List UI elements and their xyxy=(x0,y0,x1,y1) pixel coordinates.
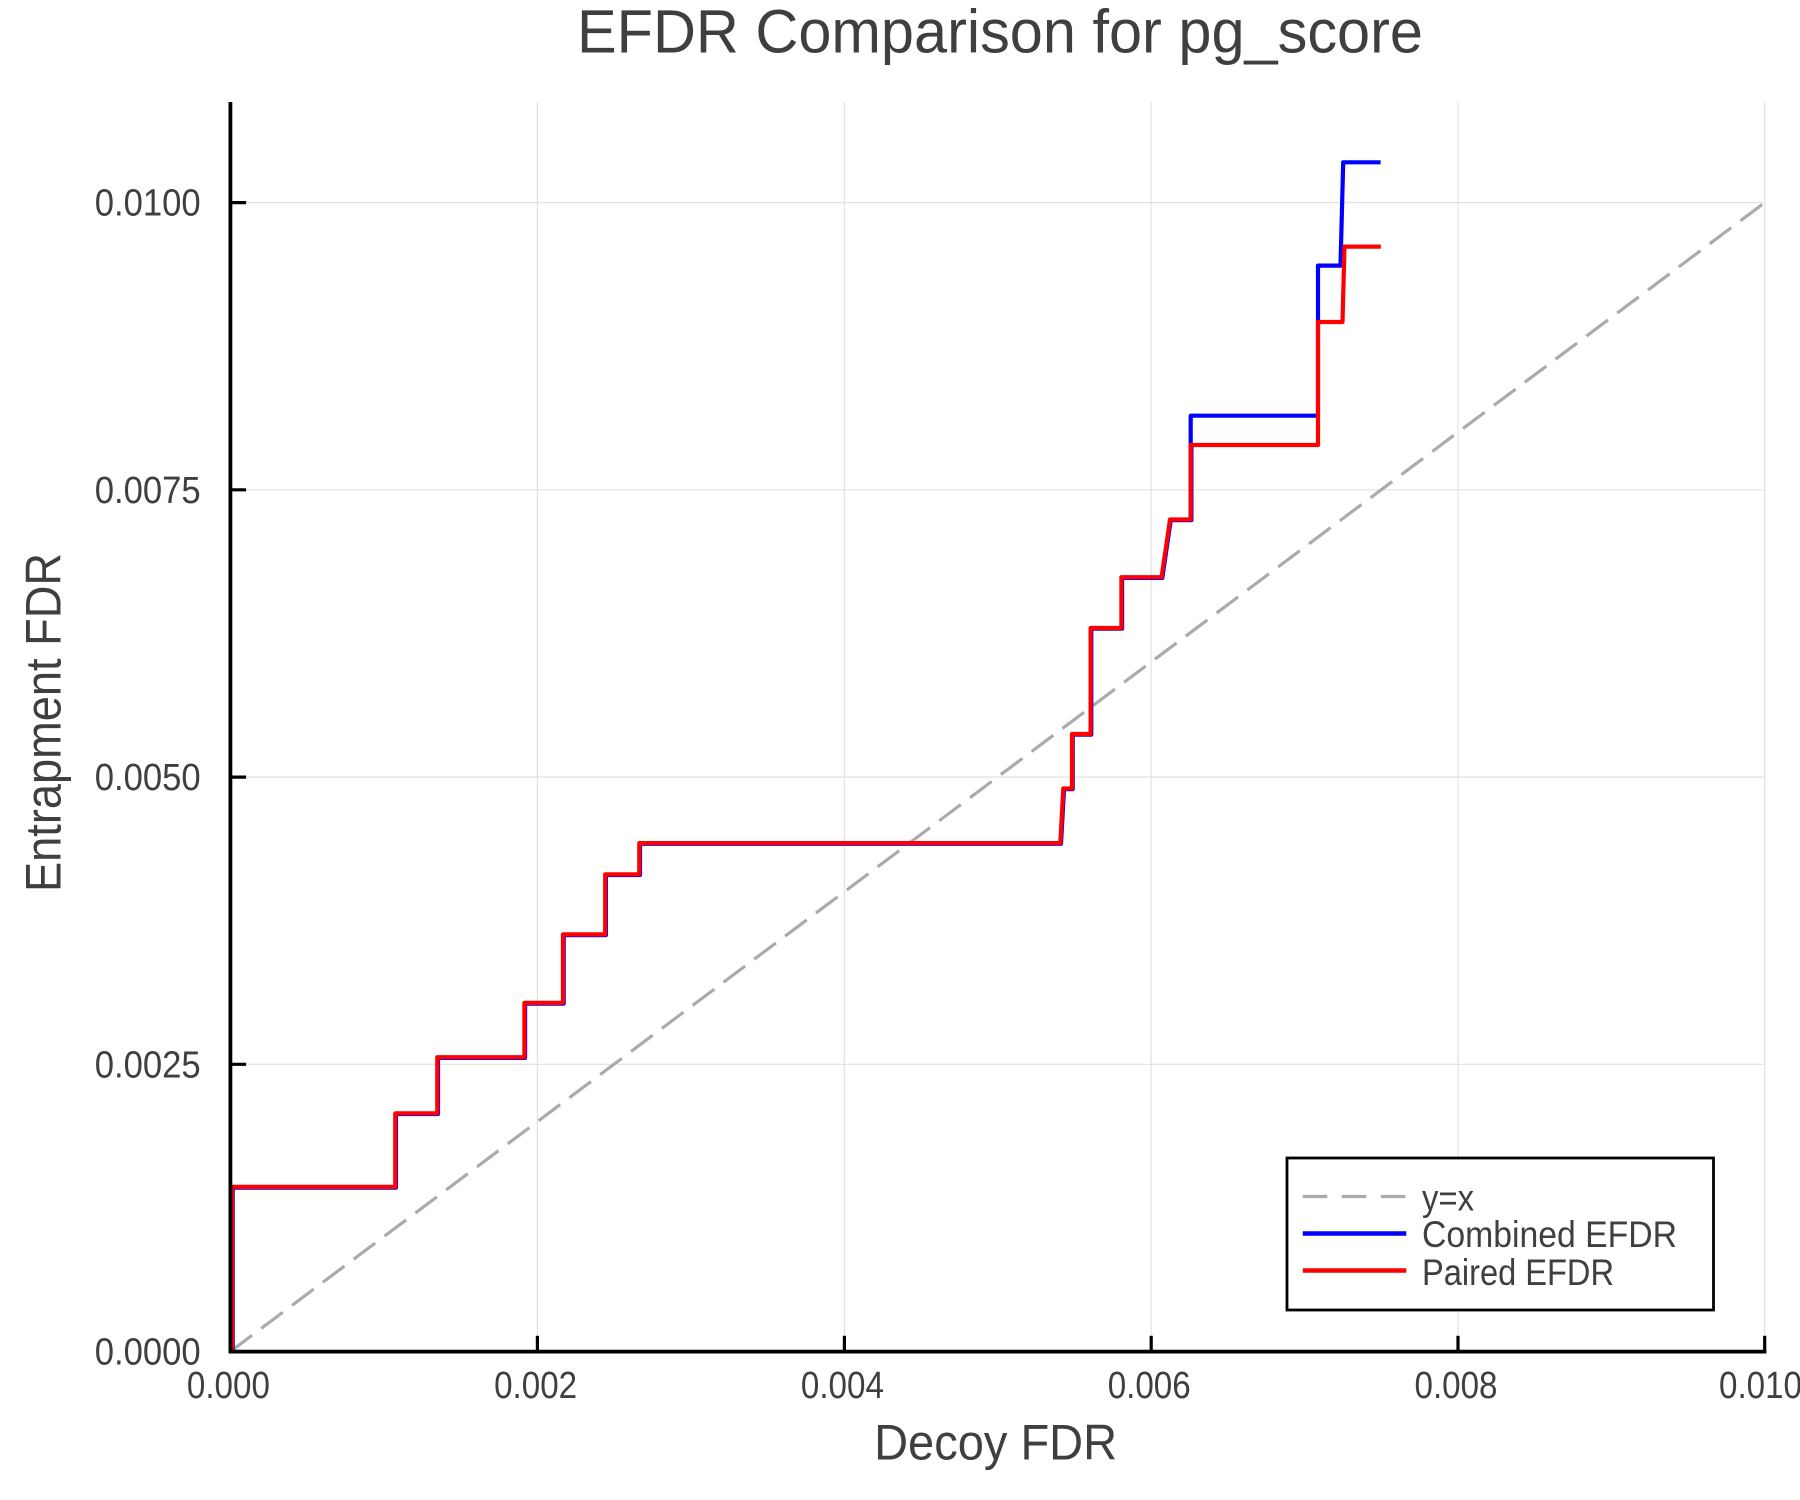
svg-text:Decoy FDR: Decoy FDR xyxy=(874,1415,1117,1471)
svg-text:0.010: 0.010 xyxy=(1719,1365,1800,1407)
svg-text:0.000: 0.000 xyxy=(187,1365,270,1407)
svg-text:0.0100: 0.0100 xyxy=(95,183,201,225)
svg-text:0.0075: 0.0075 xyxy=(95,470,201,512)
svg-text:0.002: 0.002 xyxy=(494,1365,577,1407)
svg-text:y=x: y=x xyxy=(1422,1176,1474,1218)
svg-text:0.0000: 0.0000 xyxy=(95,1332,201,1374)
svg-text:Combined EFDR: Combined EFDR xyxy=(1422,1213,1677,1255)
svg-text:0.0050: 0.0050 xyxy=(95,757,201,799)
svg-text:0.0025: 0.0025 xyxy=(95,1044,201,1086)
svg-text:EFDR Comparison for pg_score: EFDR Comparison for pg_score xyxy=(577,0,1423,67)
svg-text:Paired EFDR: Paired EFDR xyxy=(1422,1251,1614,1293)
svg-text:0.004: 0.004 xyxy=(801,1365,884,1407)
svg-text:Entrapment FDR: Entrapment FDR xyxy=(16,553,72,892)
svg-text:0.006: 0.006 xyxy=(1108,1365,1191,1407)
svg-text:0.008: 0.008 xyxy=(1415,1365,1498,1407)
